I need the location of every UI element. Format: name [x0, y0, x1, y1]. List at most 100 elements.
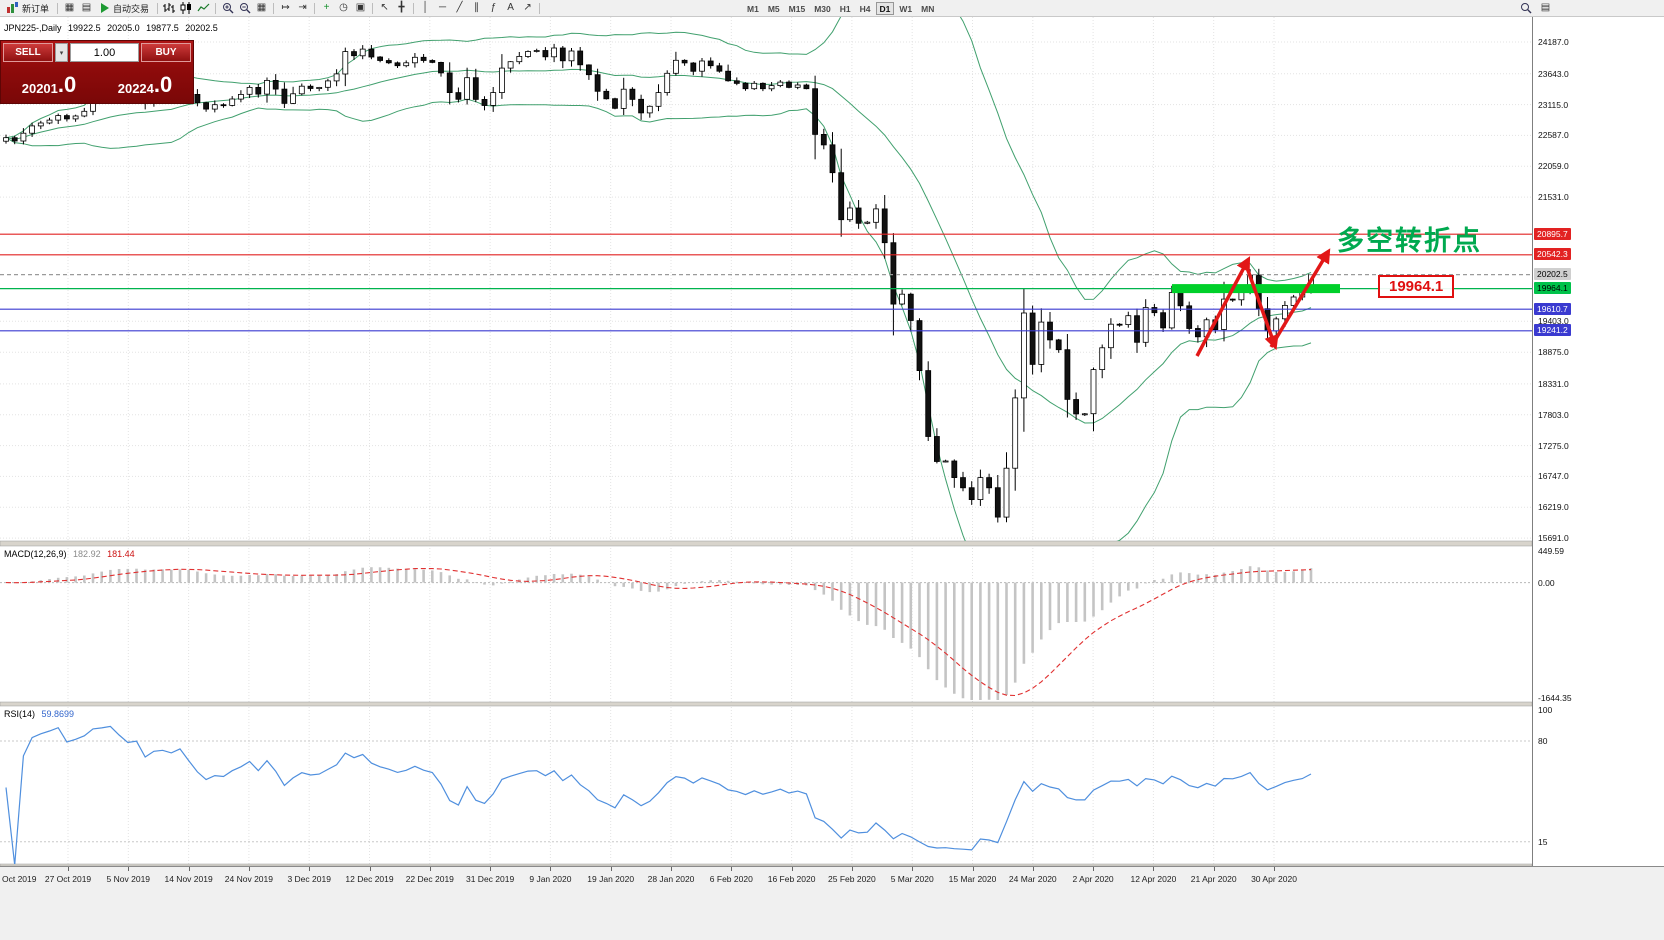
chart-symbol-header: JPN225-,Daily 19922.5 20205.0 19877.5 20… — [4, 23, 222, 33]
horizontal-line-icon[interactable]: ─ — [434, 1, 451, 16]
price-tag-20895.7: 20895.7 — [1534, 227, 1571, 240]
bollinger-middle-band — [5, 68, 1312, 424]
price-axis-label: 22587.0 — [1538, 130, 1569, 141]
price-axis-label: 23115.0 — [1538, 99, 1569, 110]
time-axis-label: 24 Nov 2019 — [224, 874, 273, 884]
zoom-out-icon[interactable] — [236, 1, 253, 16]
price-tag-20542.3: 20542.3 — [1534, 248, 1571, 261]
rsi-line — [5, 725, 1312, 864]
time-axis-label: 15 Mar 2020 — [948, 874, 997, 884]
buy-button[interactable]: BUY — [141, 43, 191, 62]
time-axis-tick — [791, 867, 793, 871]
zoom-in-icon[interactable] — [219, 1, 236, 16]
grid-lines — [0, 17, 1532, 864]
main-pane — [3, 17, 1314, 541]
time-axis-tick — [610, 867, 612, 871]
pane-separator[interactable] — [0, 863, 1532, 866]
macd-main-value: 182.92 — [73, 549, 101, 559]
time-axis-label: 27 Oct 2019 — [44, 874, 92, 884]
price-axis-label: 15691.0 — [1538, 533, 1569, 544]
profiles-icon[interactable]: ▤ — [78, 1, 95, 16]
sell-price-display[interactable]: 20201 .0 — [1, 62, 97, 101]
timeframe-mn[interactable]: MN — [917, 2, 938, 15]
ohlc-close: 20202.5 — [185, 23, 218, 33]
pane-separator[interactable] — [0, 540, 1532, 547]
grid-icon[interactable]: ▦ — [253, 1, 270, 16]
time-axis-label: 9 Jan 2020 — [529, 874, 572, 884]
sell-button[interactable]: SELL — [3, 43, 53, 62]
trend-arrow[interactable] — [1195, 256, 1251, 357]
charts-window-icon[interactable]: ▦ — [61, 1, 78, 16]
price-axis-label: 16219.0 — [1538, 502, 1569, 513]
line-chart-icon[interactable] — [195, 1, 212, 16]
time-axis-tick — [188, 867, 190, 871]
candlestick-chart-icon[interactable] — [178, 1, 195, 16]
toolbar-separator — [157, 2, 159, 14]
timeframe-d1[interactable]: D1 — [875, 1, 895, 15]
periods-icon[interactable]: ◷ — [335, 1, 352, 16]
price-axis-label: 449.59 — [1538, 546, 1564, 556]
ohlc-low: 19877.5 — [146, 23, 179, 33]
time-axis-label: 22 Dec 2019 — [405, 874, 454, 884]
arrows-icon[interactable]: ↗ — [519, 1, 536, 16]
time-axis-label: 2 Apr 2020 — [1072, 874, 1114, 884]
price-axis-label: 21531.0 — [1538, 192, 1569, 203]
trend-arrow[interactable] — [1269, 248, 1331, 348]
time-axis-label: 28 Jan 2020 — [647, 874, 695, 884]
fibonacci-icon[interactable]: ƒ — [485, 1, 502, 16]
bar-chart-icon[interactable] — [161, 1, 178, 16]
timeframe-m15[interactable]: M15 — [785, 2, 810, 15]
trend-arrow[interactable] — [1243, 261, 1279, 351]
price-axis[interactable]: 24187.0 23643.0 23115.0 22587.0 22059.0 21531… — [1532, 17, 1664, 866]
chart-canvas[interactable] — [0, 17, 1532, 866]
timeframe-m30[interactable]: M30 — [810, 2, 835, 15]
trendline-icon[interactable]: ╱ — [451, 1, 468, 16]
timeframe-h4[interactable]: H4 — [856, 2, 875, 15]
time-axis-tick — [1274, 867, 1275, 871]
time-axis-tick — [309, 867, 311, 871]
volume-input[interactable] — [70, 43, 139, 62]
price-axis-label: 23643.0 — [1538, 68, 1569, 79]
price-axis-label: 18331.0 — [1538, 378, 1569, 389]
vertical-line-icon[interactable]: │ — [417, 1, 434, 16]
macd-signal-line — [5, 567, 1312, 697]
timeframe-m1[interactable]: M1 — [743, 2, 763, 15]
indicators-icon[interactable]: + — [318, 1, 335, 16]
time-axis-label: 24 Mar 2020 — [1008, 874, 1057, 884]
price-axis-label: -1644.35 — [1538, 692, 1572, 703]
one-click-trading-panel: SELL ▾ BUY 20201 .0 20224 .0 — [0, 40, 194, 104]
autotrade-button[interactable]: 自动交易 — [95, 1, 154, 16]
price-level-callout[interactable]: 19964.1 — [1378, 275, 1455, 298]
time-axis-tick — [490, 867, 492, 871]
time-axis[interactable]: Oct 2019 27 Oct 2019 5 Nov 2019 14 Nov 2019… — [0, 866, 1664, 940]
chart-shift-icon[interactable]: ⇥ — [294, 1, 311, 16]
volume-dropdown-icon[interactable]: ▾ — [55, 43, 68, 62]
time-axis-label: 12 Dec 2019 — [345, 874, 394, 884]
time-axis-tick — [429, 867, 431, 871]
turning-point-annotation[interactable]: 多空转折点 — [1337, 226, 1482, 256]
cursor-icon[interactable]: ↖ — [376, 1, 393, 16]
new-order-button[interactable]: 新订单 — [2, 1, 54, 16]
pane-separator[interactable] — [0, 701, 1532, 707]
magnifier-icon[interactable] — [1517, 1, 1534, 16]
templates-icon[interactable]: ▣ — [352, 1, 369, 16]
chart-symbol-label: JPN225-,Daily — [4, 23, 62, 33]
time-axis-tick — [128, 867, 130, 871]
timeframe-w1[interactable]: W1 — [895, 2, 916, 15]
text-icon[interactable]: A — [502, 1, 519, 16]
ohlc-high: 20205.0 — [107, 23, 140, 33]
price-axis-label: 80 — [1538, 736, 1548, 746]
timeframe-h1[interactable]: H1 — [836, 2, 855, 15]
buy-price-display[interactable]: 20224 .0 — [97, 62, 193, 101]
time-axis-tick — [731, 867, 733, 871]
crosshair-icon[interactable]: ╋ — [393, 1, 410, 16]
window-layout-icon[interactable]: ▤ — [1537, 1, 1554, 16]
time-axis-tick — [1153, 867, 1155, 871]
channel-icon[interactable]: ∥ — [468, 1, 485, 16]
price-axis-label: 15 — [1538, 836, 1548, 847]
price-axis-label: 22059.0 — [1538, 161, 1569, 172]
auto-scroll-icon[interactable]: ↦ — [277, 1, 294, 16]
price-axis-label: 16747.0 — [1538, 471, 1569, 482]
bollinger-upper-band — [5, 17, 1312, 300]
timeframe-m5[interactable]: M5 — [764, 2, 784, 15]
